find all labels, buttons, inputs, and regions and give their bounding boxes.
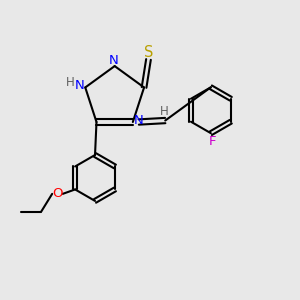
Text: H: H bbox=[159, 105, 168, 118]
Text: O: O bbox=[52, 188, 63, 200]
Text: H: H bbox=[66, 76, 74, 88]
Text: N: N bbox=[75, 80, 85, 92]
Text: N: N bbox=[108, 54, 118, 67]
Text: S: S bbox=[144, 45, 153, 60]
Text: N: N bbox=[133, 114, 143, 127]
Text: F: F bbox=[208, 135, 216, 148]
